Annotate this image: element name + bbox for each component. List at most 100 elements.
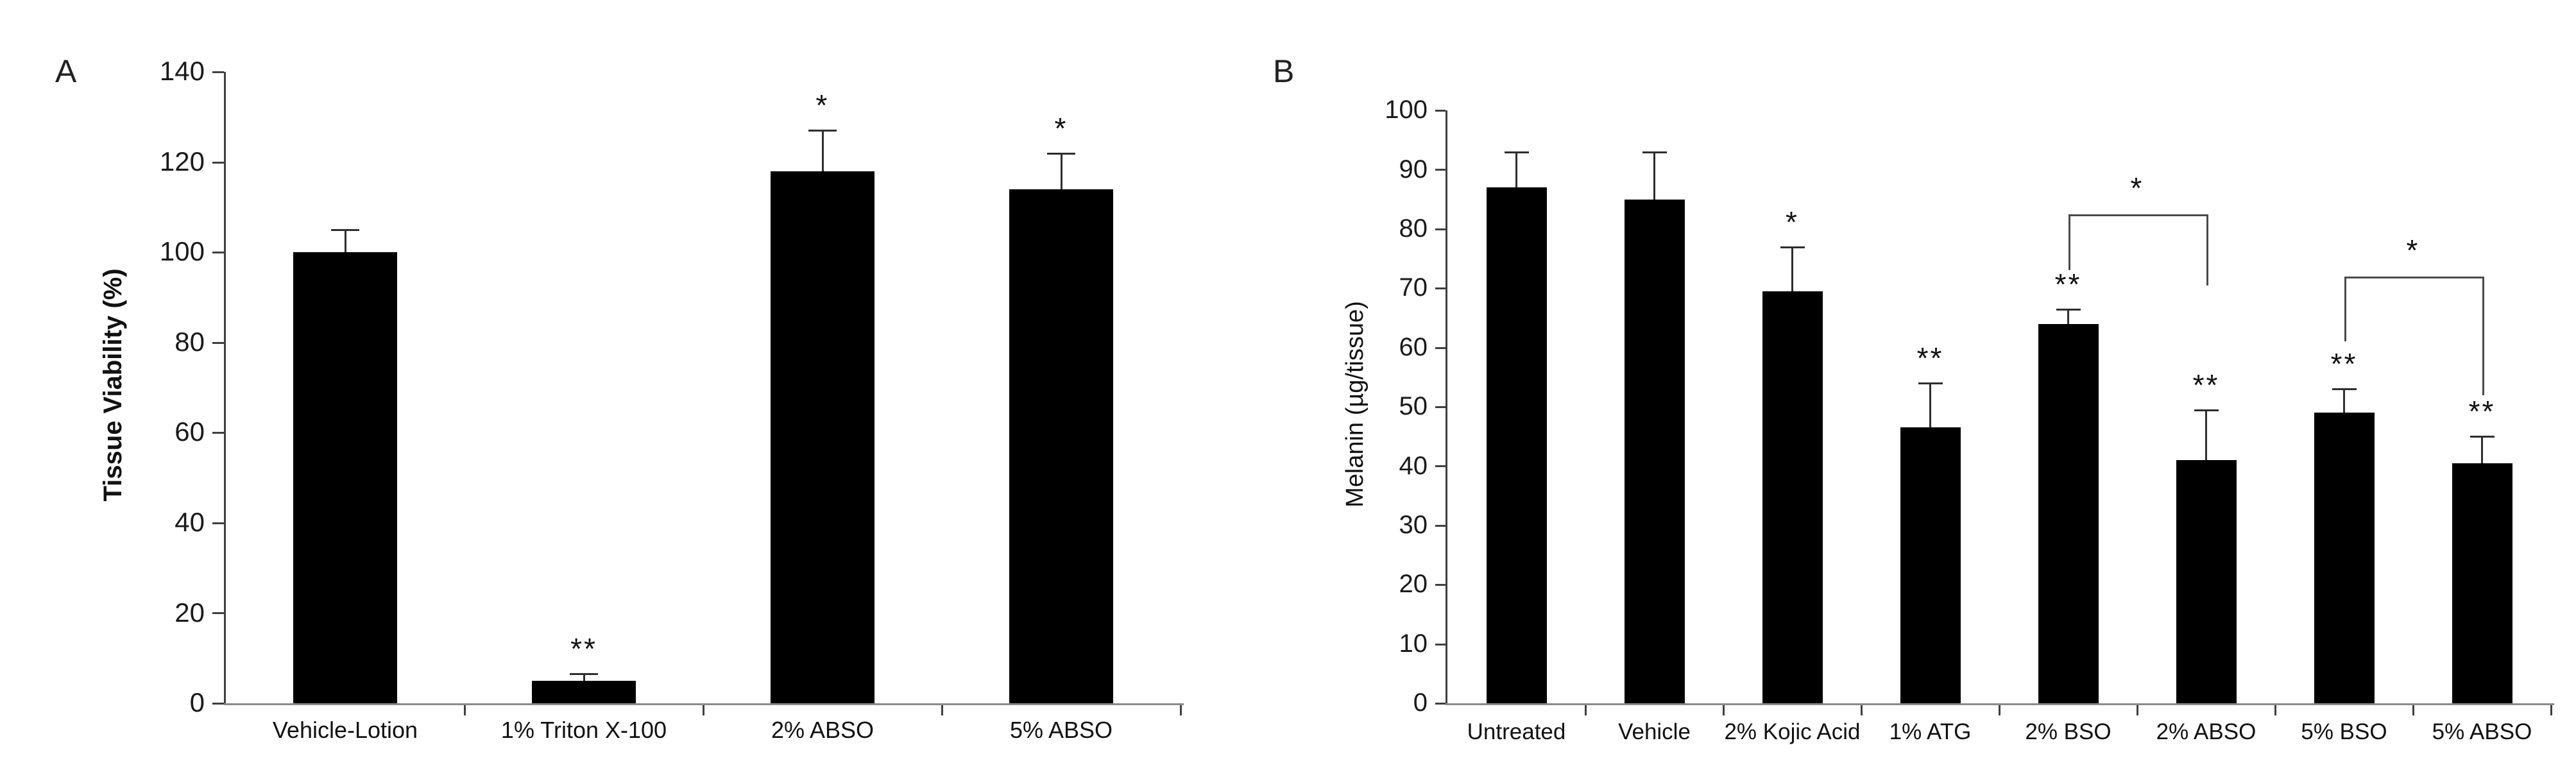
y-tick [1435,406,1446,408]
y-tick [212,341,224,344]
error-bar-whisker [821,130,824,171]
x-axis-line [1446,703,2554,705]
bar [1624,199,1685,703]
significance-label: ** [2054,267,2082,301]
comparison-bracket-left-leg [2068,214,2070,271]
y-tick [1435,346,1446,349]
panel-b-letter: B [1273,53,1295,89]
x-tick [464,705,466,715]
y-tick [212,612,224,615]
category-label: 2% ABSO [771,717,874,743]
panel-a-letter: A [55,53,77,89]
bar [1762,291,1823,703]
y-tick-label: 80 [175,326,205,357]
y-tick [1435,228,1446,230]
bar [1900,427,1961,703]
x-tick [941,705,943,715]
y-tick [1435,465,1446,468]
y-axis-title: Melanin (µg/tissue) [1342,301,1369,508]
bar [2314,413,2375,703]
y-axis-line [224,72,226,705]
y-tick-label: 50 [1399,392,1428,421]
comparison-bracket-top [2344,276,2484,278]
x-tick [2137,705,2138,715]
y-tick-label: 20 [1399,570,1428,599]
y-tick-label: 0 [1413,689,1428,717]
x-tick [1861,705,1863,715]
error-bar-cap [808,130,837,132]
error-bar-cap [570,673,598,676]
x-tick [1180,705,1182,715]
y-tick-label: 100 [159,236,205,267]
bracket-significance-label: * [2406,233,2420,267]
x-tick [2550,705,2552,715]
y-tick [1435,169,1446,171]
error-bar-cap [2056,308,2081,311]
significance-label: ** [2192,368,2220,402]
bar [1486,187,1547,703]
bar [293,252,397,703]
significance-label: ** [1916,341,1944,375]
y-tick [212,432,224,434]
error-bar-cap [2332,388,2357,391]
y-tick-label: 90 [1399,155,1428,184]
y-tick [212,161,224,164]
y-tick [212,522,224,524]
y-tick-label: 80 [1399,214,1428,243]
y-tick-label: 100 [1385,96,1428,124]
y-tick-label: 140 [159,56,205,87]
significance-label: * [1786,205,1799,239]
error-bar-whisker [2067,309,2069,324]
significance-label: ** [570,632,597,666]
error-bar-cap [1642,151,1667,153]
y-axis-line [1446,110,1447,705]
bar [2038,323,2099,703]
error-bar-cap [1047,152,1075,155]
y-tick-label: 70 [1399,273,1428,302]
category-label: 5% ABSO [2432,719,2532,744]
error-bar-whisker [1653,151,1655,200]
category-label: 2% BSO [2025,719,2111,744]
error-bar-whisker [1060,153,1062,189]
y-tick [1435,524,1446,527]
error-bar-whisker [344,230,346,253]
category-label: 2% Kojic Acid [1724,719,1861,744]
comparison-bracket-top [2068,214,2208,216]
error-bar-whisker [2343,389,2345,413]
y-axis-title: Tissue Viability (%) [99,268,127,502]
error-bar-whisker [1929,383,1931,428]
x-tick [2274,705,2276,715]
category-label: 5% BSO [2301,719,2387,744]
x-axis-line [224,703,1184,705]
y-tick [212,71,224,73]
comparison-bracket-left-leg [2344,276,2346,342]
y-tick-label: 60 [1399,332,1428,361]
y-tick [1435,703,1446,705]
category-label: 1% Triton X-100 [500,717,667,743]
comparison-bracket-right-leg [2206,214,2208,286]
significance-label: ** [2468,395,2496,429]
error-bar-whisker [1515,151,1517,188]
category-label: 2% ABSO [2156,719,2256,744]
significance-label: * [815,89,830,123]
y-tick [212,703,224,705]
error-bar-cap [1504,151,1529,153]
y-tick-label: 40 [1399,451,1428,480]
error-bar-cap [331,229,359,231]
y-tick-label: 20 [175,597,205,628]
x-tick [1723,705,1725,715]
bracket-significance-label: * [2130,171,2144,205]
y-tick [1435,110,1446,112]
bar [771,171,874,703]
x-tick [2412,705,2414,715]
bar [2452,463,2512,703]
x-tick [703,705,704,715]
x-tick [1585,705,1587,715]
y-tick [1435,584,1446,586]
category-label: Vehicle-Lotion [272,717,418,743]
category-label: Untreated [1467,719,1566,744]
comparison-bracket-right-leg [2482,276,2484,395]
y-tick-label: 120 [159,146,205,176]
y-tick-label: 10 [1399,629,1428,658]
error-bar-cap [2194,409,2219,411]
